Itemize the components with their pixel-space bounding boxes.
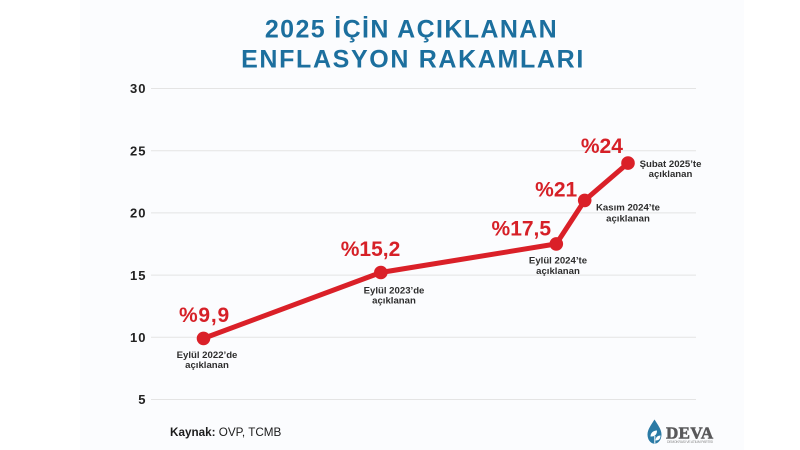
svg-text:%15,2: %15,2 [341,238,401,261]
svg-text:Eylül 2024’te: Eylül 2024’te [529,256,587,267]
svg-text:Eylül 2022’de: Eylül 2022’de [177,350,238,361]
svg-text:2025 İÇİN AÇIKLANAN: 2025 İÇİN AÇIKLANAN [265,16,558,44]
svg-text:Şubat 2025’te: Şubat 2025’te [640,159,702,170]
svg-text:20: 20 [130,206,146,221]
svg-text:%24: %24 [581,135,623,158]
svg-text:5: 5 [138,392,146,407]
svg-text:%17,5: %17,5 [492,218,552,241]
svg-text:Kasım 2024’te: Kasım 2024’te [596,203,660,214]
svg-text:açıklanan: açıklanan [536,266,580,277]
svg-text:%9,9: %9,9 [179,304,230,327]
svg-text:DEMOKRASİ VE ATILIM PARTİSİ: DEMOKRASİ VE ATILIM PARTİSİ [667,439,713,444]
svg-text:10: 10 [130,330,146,345]
svg-text:25: 25 [130,143,146,158]
svg-text:%21: %21 [535,178,577,201]
svg-text:15: 15 [130,268,146,283]
svg-text:30: 30 [130,81,146,96]
svg-text:ENFLASYON RAKAMLARI: ENFLASYON RAKAMLARI [241,46,585,74]
svg-text:Kaynak: OVP, TCMB: Kaynak: OVP, TCMB [170,426,282,439]
svg-text:açıklanan: açıklanan [185,360,229,371]
svg-text:Eylül 2023’de: Eylül 2023’de [364,286,425,297]
svg-text:DEVA: DEVA [666,424,714,443]
svg-text:açıklanan: açıklanan [372,296,416,307]
svg-text:açıklanan: açıklanan [606,214,650,225]
svg-text:açıklanan: açıklanan [649,169,693,180]
